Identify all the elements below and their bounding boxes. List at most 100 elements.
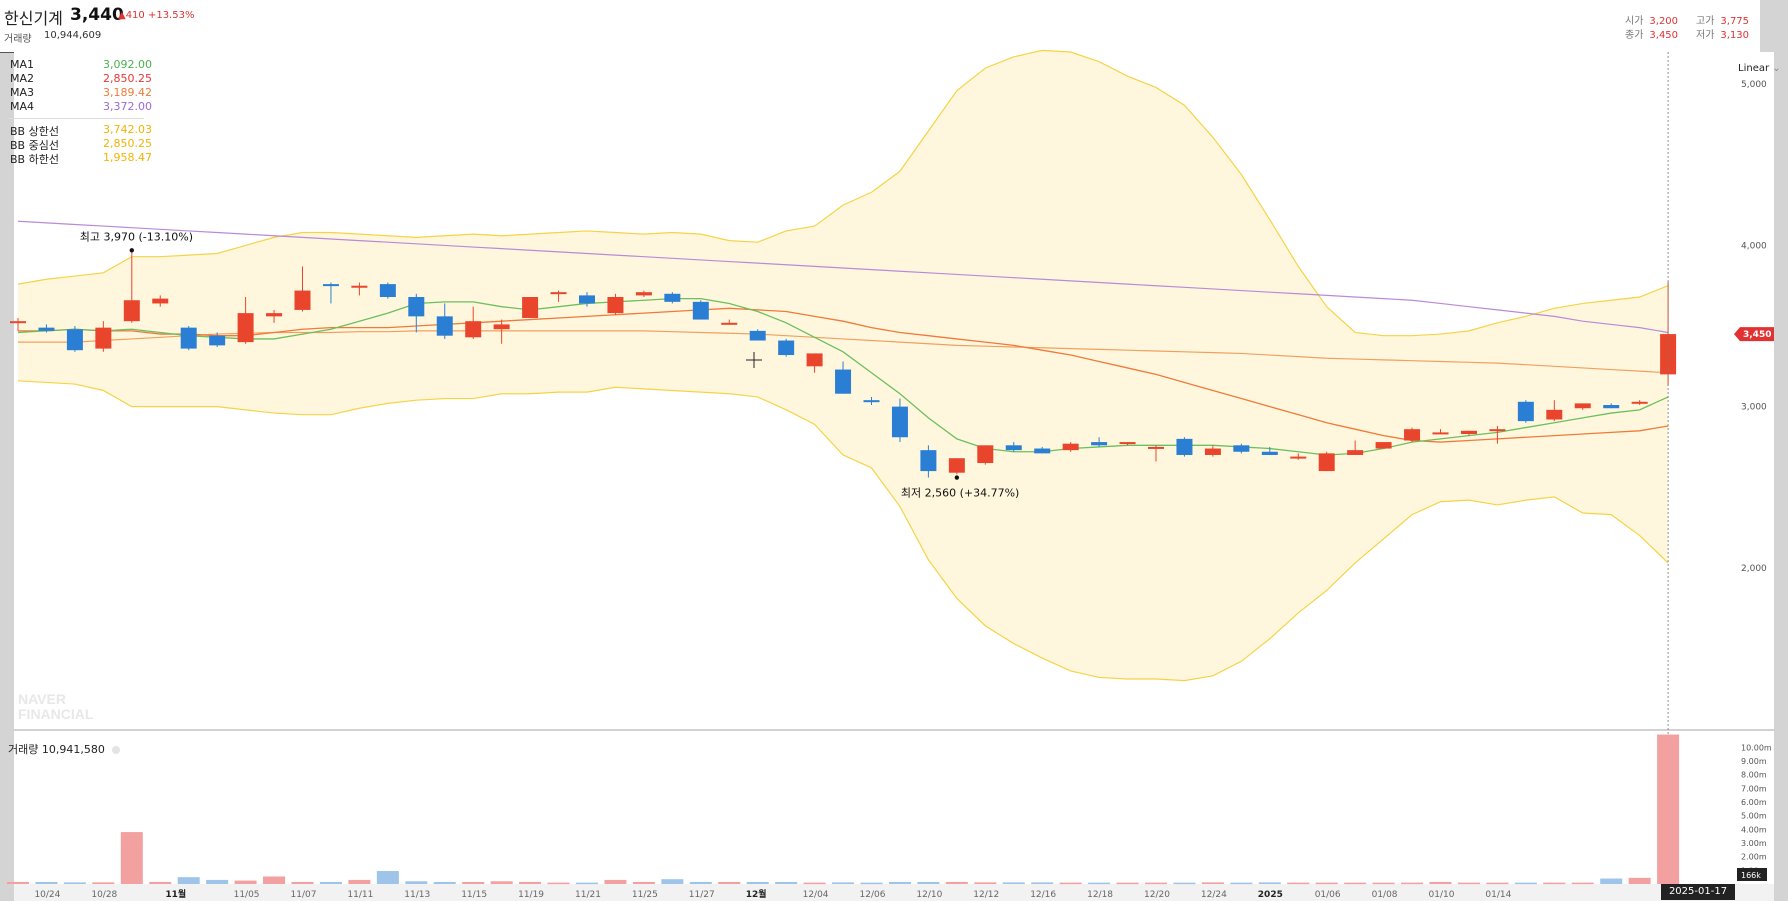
candle (721, 319, 738, 325)
candle (493, 319, 510, 344)
volume-bar (206, 879, 229, 884)
candle (436, 303, 453, 339)
x-tick-label: 11/19 (518, 890, 544, 900)
volume-bar (974, 882, 997, 884)
candle-body (778, 340, 795, 356)
candle (379, 282, 396, 299)
candle-body (522, 297, 539, 318)
volume-bar (405, 881, 428, 884)
candle (1460, 430, 1477, 436)
candle-body (95, 327, 112, 349)
x-tick-label: 12/10 (916, 890, 942, 900)
volume-bar (576, 882, 598, 885)
candle (749, 329, 766, 341)
candle-body (493, 324, 510, 330)
candle-body (977, 445, 994, 464)
volume-bar (1116, 882, 1139, 885)
candle-body (1546, 409, 1563, 420)
volume-tick-label: 4.00m (1741, 825, 1767, 834)
candle-body (379, 284, 396, 298)
candle (977, 445, 994, 465)
volume-bar (718, 881, 741, 884)
volume-bar (832, 882, 855, 884)
stock-name: 한신기계 (4, 9, 63, 28)
candle-body (237, 313, 254, 343)
candle (1119, 442, 1136, 446)
volume-tick-label: 7.00m (1741, 784, 1767, 793)
candle-body (1574, 403, 1591, 409)
candle (1375, 442, 1392, 449)
volume-bar (263, 876, 286, 884)
legend-bb-middle: BB 중심선 2,850.25 (10, 137, 152, 152)
candle-body (180, 327, 197, 349)
candle-body (1204, 448, 1221, 455)
candle (294, 266, 311, 312)
candle-body (1432, 432, 1449, 435)
candle (1546, 400, 1563, 422)
candle (635, 290, 652, 298)
volume-bar (1571, 882, 1594, 885)
candle-body (806, 353, 823, 367)
current-price: 3,440 (70, 5, 124, 25)
x-tick-label: 11/05 (234, 890, 260, 900)
volume-bar (604, 879, 627, 884)
scale-mode-selector[interactable]: Linear ⌄ (1738, 63, 1781, 74)
candle-body (1062, 443, 1079, 451)
price-axis-area (1734, 52, 1774, 729)
volume-bar (1457, 882, 1480, 885)
volume-bar (1514, 882, 1537, 885)
candle-body (692, 301, 709, 320)
volume-tick-label: 3.00m (1741, 839, 1767, 848)
settings-dot-icon[interactable] (112, 746, 121, 754)
volume-axis-area (1734, 731, 1774, 884)
legend-ma3: MA3 3,189.42 (10, 86, 152, 99)
candle-body (1318, 453, 1335, 472)
volume-bar (1543, 882, 1566, 885)
candle-body (863, 400, 880, 403)
candle (351, 282, 368, 296)
candle (863, 396, 880, 406)
candle (607, 293, 624, 315)
candle-body (1148, 446, 1164, 449)
x-tick-label: 11월 (165, 888, 186, 900)
volume-bar (490, 881, 513, 884)
volume-bar (1201, 882, 1224, 884)
legend-ma1: MA1 3,092.00 (10, 58, 152, 71)
candle-body (1375, 442, 1392, 449)
candle (579, 292, 595, 307)
y-tick-label: 3,000 (1741, 403, 1767, 413)
x-tick-label: 10/24 (34, 890, 60, 900)
candle (1517, 400, 1534, 423)
candle (1062, 442, 1079, 452)
candle-body (550, 292, 567, 295)
x-tick-label: 12월 (746, 888, 767, 900)
volume-bar (519, 881, 542, 884)
volume-bar (462, 881, 485, 884)
x-tick-label: 12/24 (1201, 890, 1227, 900)
volume-panel-title: 거래량 10,941,580 (8, 741, 121, 757)
candle (123, 250, 140, 323)
volume-bar (917, 881, 940, 884)
candle-body (1034, 448, 1051, 454)
candle-body (1631, 401, 1648, 404)
volume-last-tag-label: 166k (1741, 871, 1761, 880)
candle (891, 398, 908, 443)
candle (1176, 437, 1193, 457)
candle (1005, 442, 1022, 452)
candle-body (1347, 450, 1364, 455)
volume-bar (1173, 882, 1196, 885)
volume-bar (1002, 882, 1025, 884)
volume-bar (860, 882, 883, 885)
legend-divider (8, 118, 144, 119)
indicator-legend: MA1 3,092.00 MA2 2,850.25 MA3 3,189.42 MA4 3… (8, 58, 152, 166)
y-tick-label: 5,000 (1741, 80, 1767, 90)
volume-bar (291, 881, 314, 884)
candle-body (948, 458, 965, 473)
quote-header: 한신기계 3,440 ▲410 +13.53% 거래량 10,944,609 시… (0, 0, 1760, 53)
candle (38, 324, 55, 333)
y-tick-label: 4,000 (1741, 241, 1767, 251)
candle-body (152, 298, 169, 304)
volume-bar (1088, 882, 1111, 885)
x-tick-label: 01/10 (1429, 890, 1455, 900)
